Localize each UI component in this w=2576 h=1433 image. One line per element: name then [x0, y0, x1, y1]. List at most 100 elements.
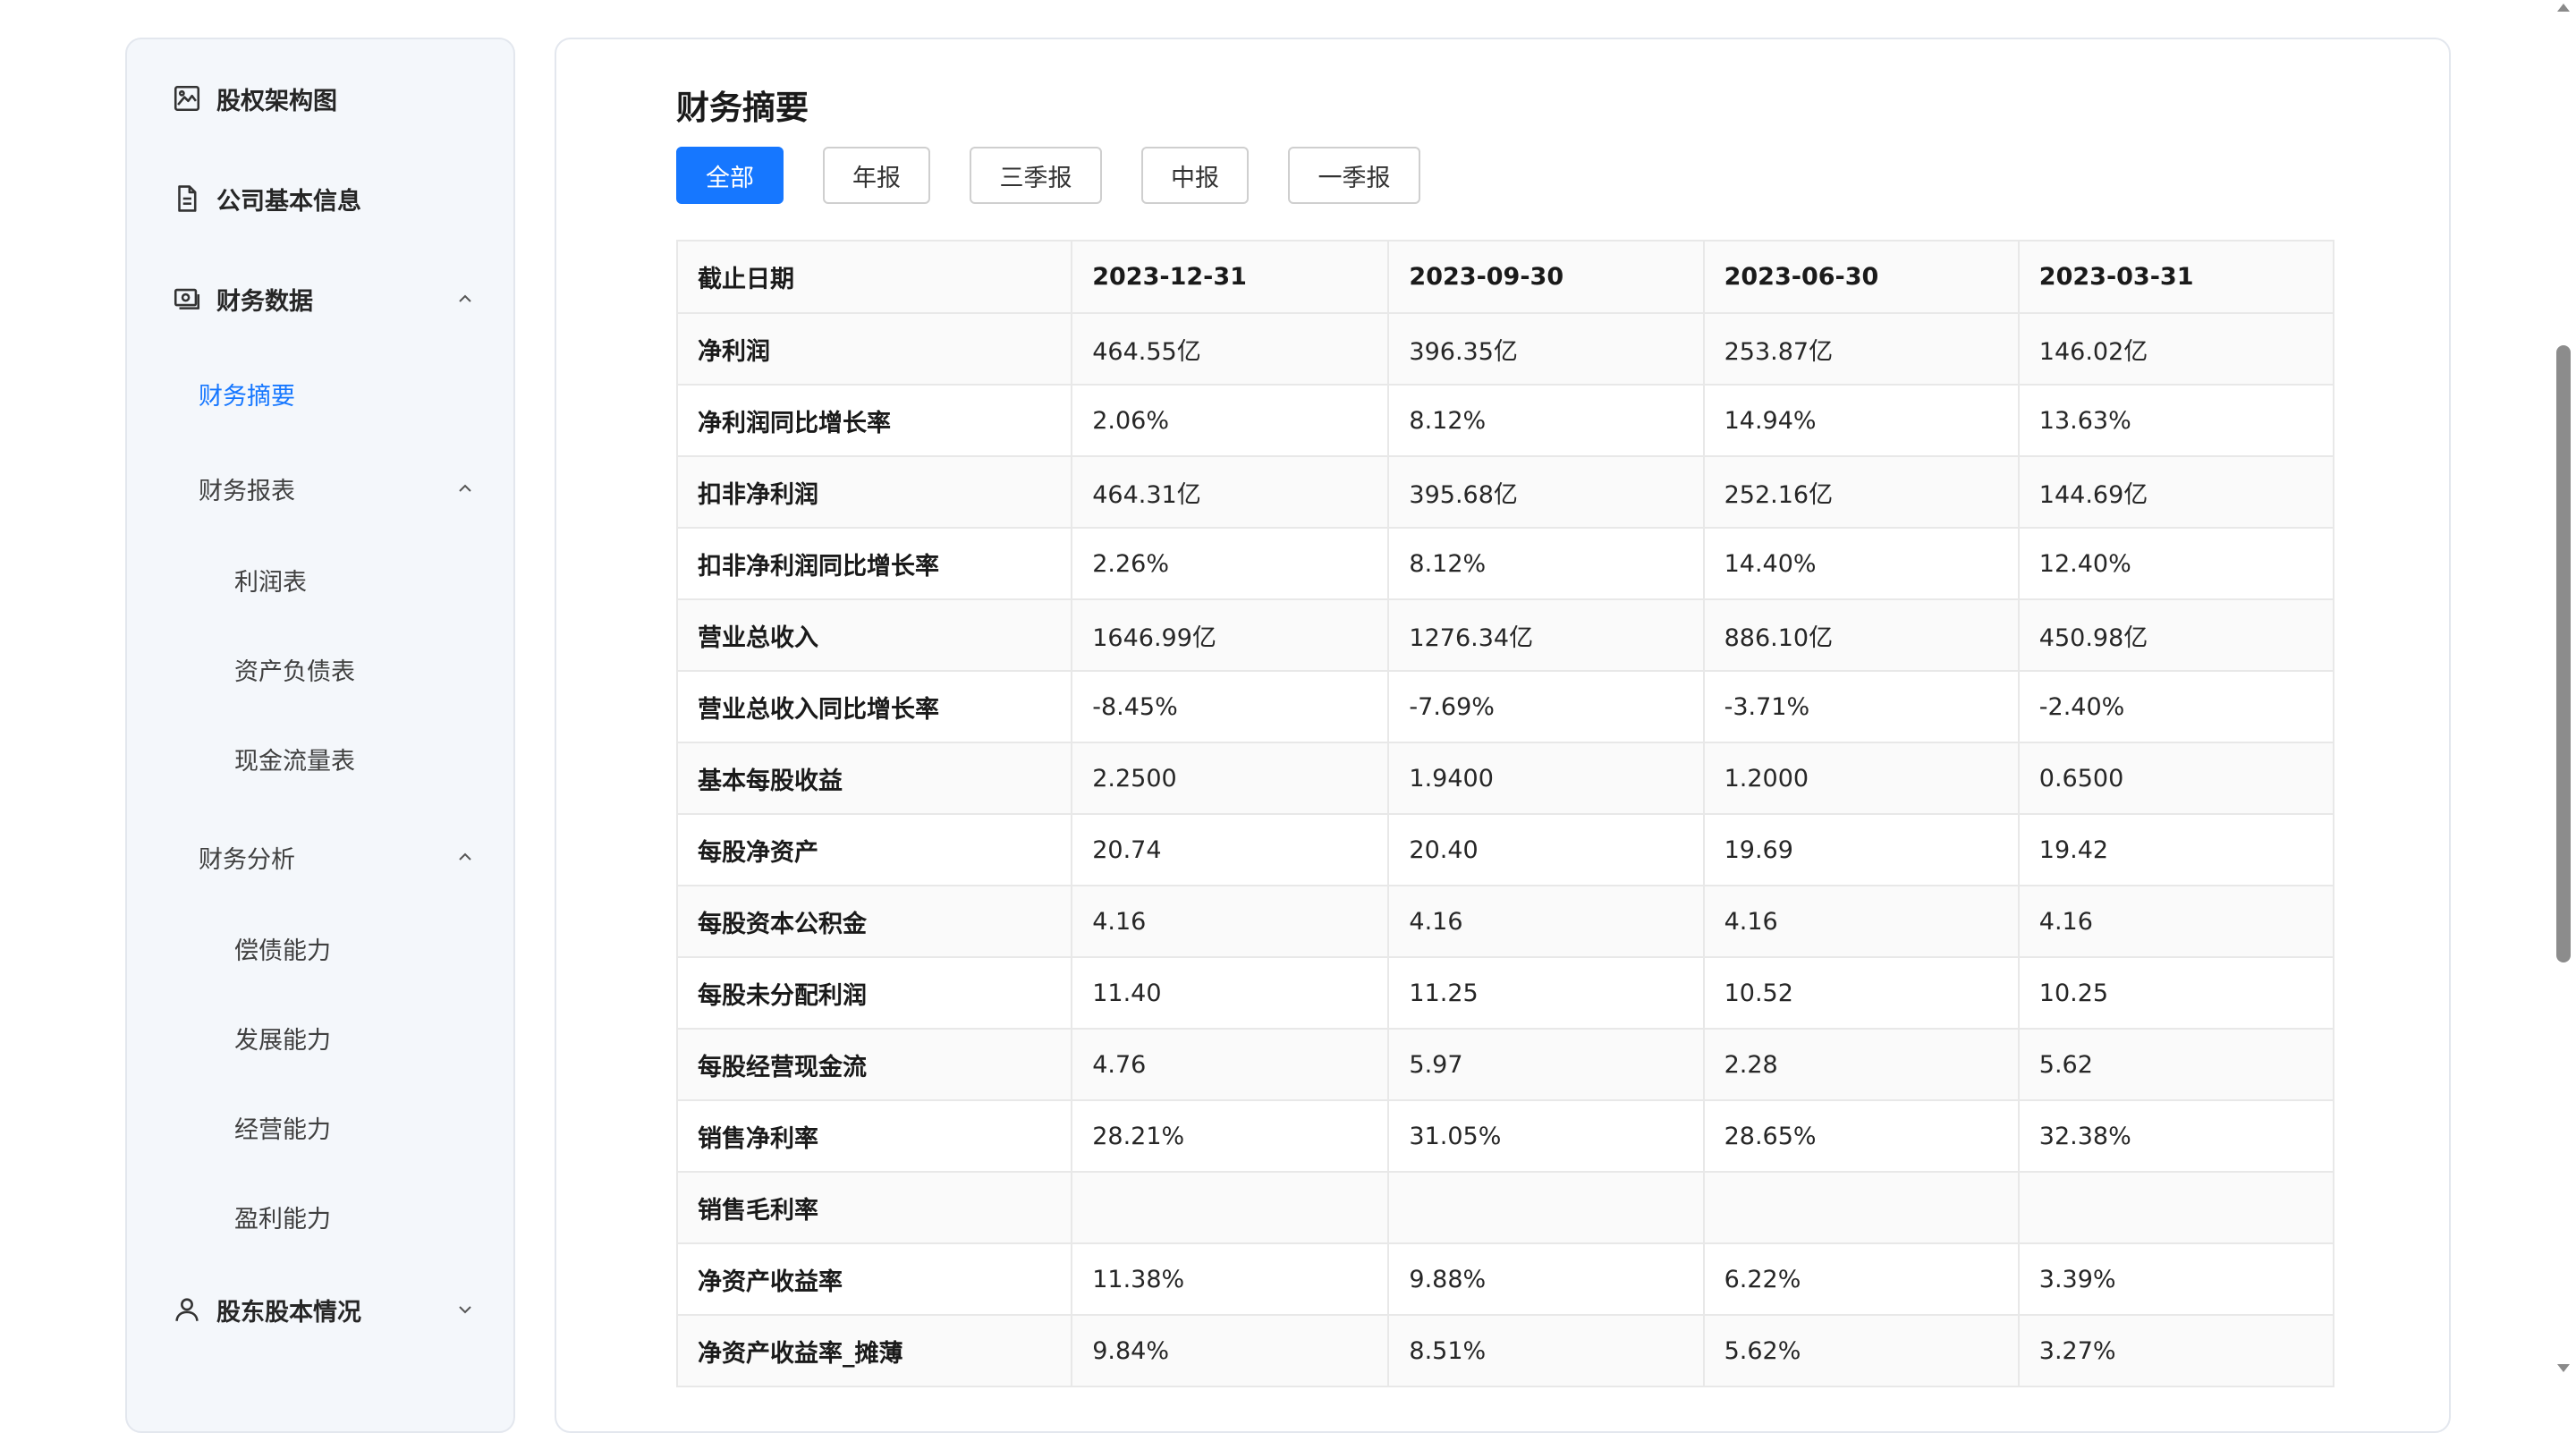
image-chart-icon: [172, 83, 202, 114]
sidebar-item-income-statement[interactable]: 利润表: [127, 547, 513, 612]
sidebar-item-equity-chart[interactable]: 股权架构图: [127, 66, 513, 131]
sidebar-item-balance-sheet[interactable]: 资产负债表: [127, 637, 513, 701]
table-cell: 9.88%: [1388, 1243, 1705, 1316]
table-cell: 11.38%: [1072, 1243, 1390, 1316]
table-row: 每股资本公积金 4.16 4.16 4.16 4.16: [678, 886, 2335, 958]
table-cell: -2.40%: [2018, 671, 2335, 743]
sidebar-item-financial-data[interactable]: 财务数据: [127, 267, 513, 331]
table-cell: 19.42: [2018, 814, 2335, 886]
sidebar-item-label: 现金流量表: [234, 747, 355, 776]
table-row: 营业总收入同比增长率 -8.45% -7.69% -3.71% -2.40%: [678, 671, 2335, 743]
table-body: 净利润 464.55亿 396.35亿 253.87亿 146.02亿 净利润同比增长率 2…: [678, 313, 2335, 1387]
sidebar-item-company-info[interactable]: 公司基本信息: [127, 166, 513, 231]
table-cell: 1.9400: [1388, 742, 1705, 815]
table-cell: 4.16: [2018, 886, 2335, 958]
table-cell: 20.74: [1072, 814, 1390, 886]
row-label: 扣非净利润同比增长率: [678, 528, 1073, 600]
table-cell: 11.40: [1072, 957, 1390, 1030]
page-scrollbar[interactable]: [2551, 0, 2576, 1378]
row-label: 销售净利率: [678, 1100, 1073, 1173]
column-header: 2023-06-30: [1703, 242, 2020, 314]
table-cell: 8.51%: [1388, 1315, 1705, 1387]
table-row: 净利润 464.55亿 396.35亿 253.87亿 146.02亿: [678, 313, 2335, 386]
table-cell: 252.16亿: [1703, 456, 2020, 529]
column-header: 2023-12-31: [1072, 242, 1390, 314]
table-cell: 0.6500: [2018, 742, 2335, 815]
table-cell: 5.62%: [1703, 1315, 2020, 1387]
sidebar-item-shareholders[interactable]: 股东股本情况: [127, 1277, 513, 1342]
table-cell: -7.69%: [1388, 671, 1705, 743]
row-label: 营业总收入: [678, 599, 1073, 672]
table-cell: 32.38%: [2018, 1100, 2335, 1173]
chevron-down-icon: [454, 1299, 476, 1320]
scrollbar-thumb[interactable]: [2556, 345, 2571, 962]
scroll-up-arrow-icon[interactable]: [2557, 4, 2570, 12]
sidebar-item-operation[interactable]: 经营能力: [127, 1095, 513, 1159]
table-cell: 4.16: [1703, 886, 2020, 958]
page-title: 财务摘要: [676, 89, 809, 127]
row-label: 净利润: [678, 313, 1073, 386]
sidebar-item-cash-flow[interactable]: 现金流量表: [127, 726, 513, 791]
table-row: 销售毛利率: [678, 1172, 2335, 1244]
row-label: 营业总收入同比增长率: [678, 671, 1073, 743]
table-row: 销售净利率 28.21% 31.05% 28.65% 32.38%: [678, 1100, 2335, 1173]
row-label: 净资产收益率: [678, 1243, 1073, 1316]
table-row: 净资产收益率 11.38% 9.88% 6.22% 3.39%: [678, 1243, 2335, 1316]
column-header: 2023-09-30: [1388, 242, 1705, 314]
financial-summary-table: 截止日期 2023-12-31 2023-09-30 2023-06-30 20…: [676, 240, 2335, 1387]
table-row: 每股净资产 20.74 20.40 19.69 19.42: [678, 814, 2335, 886]
table-cell: [2018, 1172, 2335, 1244]
column-header: 截止日期: [678, 242, 1073, 314]
table-cell: 4.16: [1388, 886, 1705, 958]
scroll-down-arrow-icon[interactable]: [2557, 1364, 2570, 1372]
table-cell: 1646.99亿: [1072, 599, 1390, 672]
row-label: 每股资本公积金: [678, 886, 1073, 958]
tab-annual[interactable]: 年报: [823, 147, 930, 204]
row-label: 每股净资产: [678, 814, 1073, 886]
table-cell: [1388, 1172, 1705, 1244]
sidebar-item-profitability[interactable]: 盈利能力: [127, 1184, 513, 1249]
table-cell: 12.40%: [2018, 528, 2335, 600]
table-cell: 14.94%: [1703, 385, 2020, 457]
table-cell: 3.39%: [2018, 1243, 2335, 1316]
sidebar-item-financial-summary[interactable]: 财务摘要: [127, 361, 513, 426]
row-label: 每股经营现金流: [678, 1029, 1073, 1101]
row-label: 净资产收益率_摊薄: [678, 1315, 1073, 1387]
table-cell: 2.2500: [1072, 742, 1390, 815]
table-cell: 14.40%: [1703, 528, 2020, 600]
table-row: 扣非净利润同比增长率 2.26% 8.12% 14.40% 12.40%: [678, 528, 2335, 600]
table-cell: 464.55亿: [1072, 313, 1390, 386]
sidebar-item-label: 经营能力: [234, 1115, 331, 1144]
chevron-up-icon: [454, 478, 476, 499]
sidebar-item-growth[interactable]: 发展能力: [127, 1005, 513, 1070]
sidebar-item-solvency[interactable]: 偿债能力: [127, 916, 513, 980]
row-label: 基本每股收益: [678, 742, 1073, 815]
sidebar-item-label: 利润表: [234, 568, 307, 597]
main-panel: 财务摘要 全部 年报 三季报 中报 一季报 截止日期 2023-12-31 20…: [555, 38, 2451, 1433]
table-cell: 8.12%: [1388, 528, 1705, 600]
row-label: 净利润同比增长率: [678, 385, 1073, 457]
table-cell: 1.2000: [1703, 742, 2020, 815]
table-cell: 20.40: [1388, 814, 1705, 886]
sidebar-item-financial-analysis[interactable]: 财务分析: [127, 825, 513, 889]
user-icon: [172, 1294, 202, 1325]
tab-q1[interactable]: 一季报: [1288, 147, 1420, 204]
sidebar-item-label: 股权架构图: [216, 87, 337, 115]
tab-interim[interactable]: 中报: [1141, 147, 1249, 204]
table-cell: 19.69: [1703, 814, 2020, 886]
chevron-up-icon: [454, 846, 476, 868]
tab-q3[interactable]: 三季报: [970, 147, 1102, 204]
sidebar-item-label: 资产负债表: [234, 657, 355, 686]
tab-all[interactable]: 全部: [676, 147, 784, 204]
table-cell: 8.12%: [1388, 385, 1705, 457]
report-type-tabs: 全部 年报 三季报 中报 一季报: [676, 147, 1460, 204]
table-cell: 4.76: [1072, 1029, 1390, 1101]
sidebar-item-label: 偿债能力: [234, 937, 331, 965]
document-icon: [172, 183, 202, 214]
table-row: 净资产收益率_摊薄 9.84% 8.51% 5.62% 3.27%: [678, 1315, 2335, 1387]
table-cell: [1703, 1172, 2020, 1244]
sidebar-item-financial-statements[interactable]: 财务报表: [127, 456, 513, 521]
table-cell: 28.65%: [1703, 1100, 2020, 1173]
row-label: 扣非净利润: [678, 456, 1073, 529]
table-cell: -8.45%: [1072, 671, 1390, 743]
